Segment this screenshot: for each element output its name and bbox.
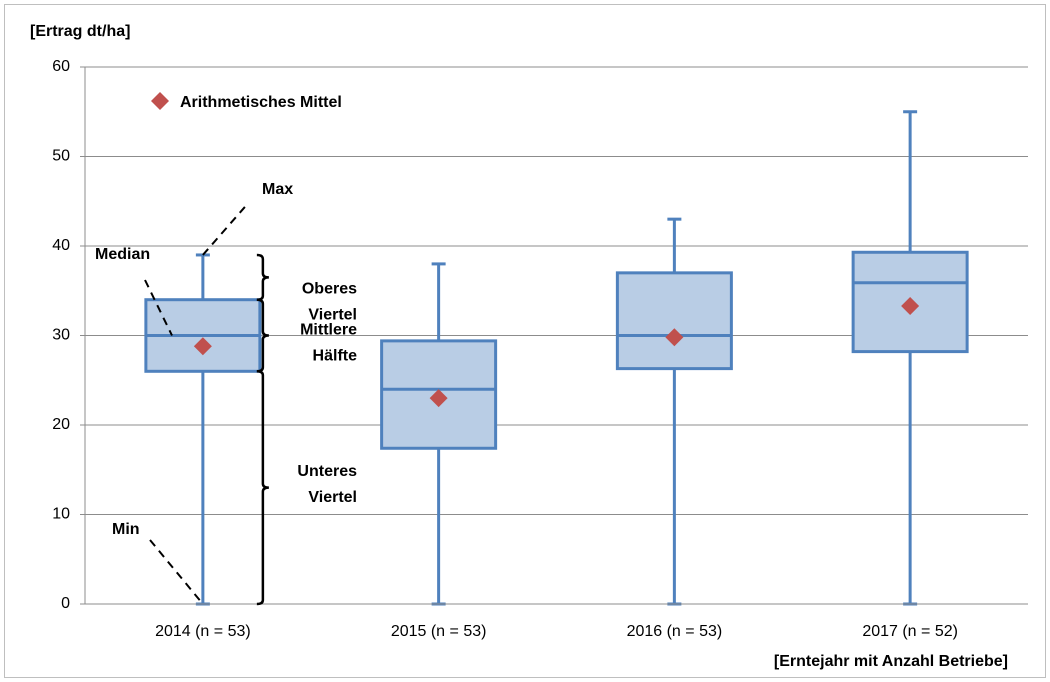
legend-marker <box>151 92 169 110</box>
x-tick-label: 2014 (n = 53) <box>155 623 251 640</box>
y-tick-label: 50 <box>52 148 70 165</box>
y-tick-label: 10 <box>52 506 70 523</box>
annotation-line: Min <box>112 521 140 538</box>
x-tick-label: 2015 (n = 53) <box>391 623 487 640</box>
annotation-line: Viertel <box>308 489 357 506</box>
annotation-pointer <box>144 279 173 336</box>
brace <box>256 370 269 606</box>
annotation: Min <box>112 521 140 538</box>
annotation: Max <box>262 181 293 198</box>
box <box>615 271 733 371</box>
mean-marker <box>665 328 684 347</box>
brace <box>256 298 269 373</box>
x-tick-label: 2017 (n = 52) <box>862 623 958 640</box>
annotation: Mittlere Hälfte <box>300 322 357 365</box>
annotation-line: Unteres <box>297 463 357 480</box>
brace <box>256 253 269 301</box>
y-tick-label: 30 <box>52 327 70 344</box>
x-tick-label: 2016 (n = 53) <box>627 623 723 640</box>
annotation: Unteres Viertel <box>297 463 357 506</box>
annotation-line: Hälfte <box>313 348 358 365</box>
y-tick-label: 20 <box>52 416 70 433</box>
annotation-line: Max <box>262 181 293 198</box>
x-axis-title: [Erntejahr mit Anzahl Betriebe] <box>774 653 1008 670</box>
y-tick-label: 0 <box>61 595 70 612</box>
mean-marker <box>429 389 448 408</box>
annotation-pointer <box>202 206 246 256</box>
y-tick-label: 40 <box>52 237 70 254</box>
annotation: Oberes Viertel <box>302 281 357 324</box>
mean-marker <box>193 337 212 356</box>
y-tick-label: 60 <box>52 58 70 75</box>
legend-label: Arithmetisches Mittel <box>180 94 342 111</box>
annotation-line: Median <box>95 246 150 263</box>
annotation-line: Oberes <box>302 281 357 298</box>
mean-marker <box>901 296 920 315</box>
annotation-line: Mittlere <box>300 322 357 339</box>
y-axis-title: [Ertrag dt/ha] <box>30 23 130 40</box>
annotation-line: Viertel <box>308 307 357 324</box>
annotation: Median <box>95 246 150 263</box>
